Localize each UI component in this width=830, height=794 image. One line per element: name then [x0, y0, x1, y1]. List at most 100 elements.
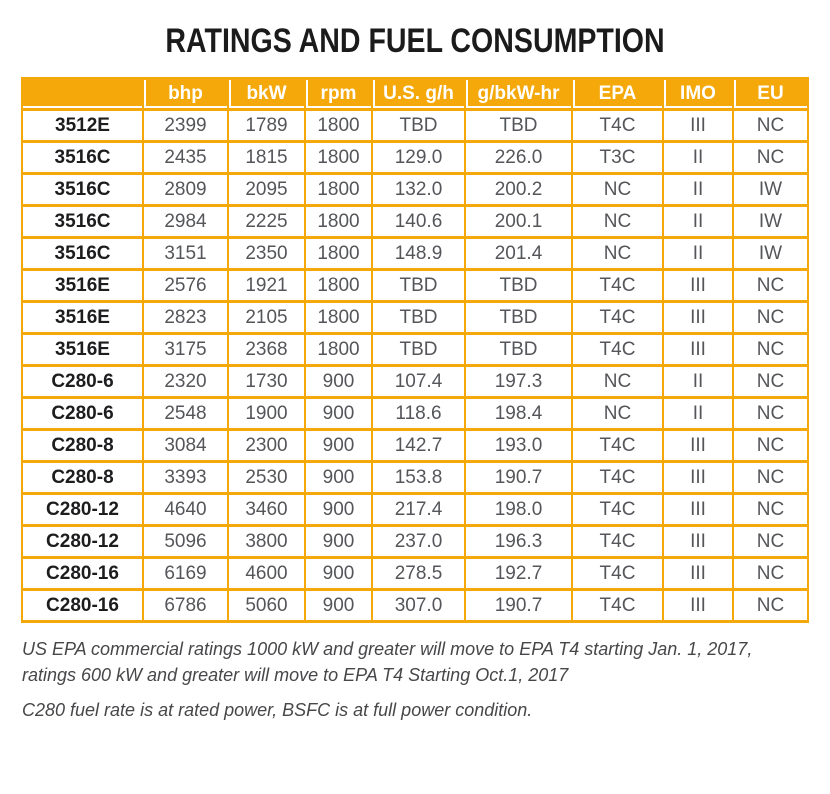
table-row: C280-16 6786 5060 900 307.0 190.7 T4C III NC	[21, 588, 809, 623]
value-cell: 2809	[142, 172, 229, 207]
value-cell: 2984	[142, 204, 229, 239]
value-cell: NC	[571, 236, 664, 271]
column-header: IMO	[662, 77, 734, 111]
model-cell: C280-12	[21, 524, 144, 559]
table-row: C280-8 3393 2530 900 153.8 190.7 T4C III NC	[21, 460, 809, 495]
value-cell: III	[662, 460, 734, 495]
value-cell: NC	[732, 108, 809, 143]
value-cell: III	[662, 268, 734, 303]
value-cell: 142.7	[371, 428, 466, 463]
table-row: 3516E 3175 2368 1800 TBD TBD T4C III NC	[21, 332, 809, 367]
value-cell: 1800	[304, 204, 373, 239]
value-cell: 200.1	[464, 204, 573, 239]
value-cell: NC	[732, 300, 809, 335]
value-cell: TBD	[464, 108, 573, 143]
value-cell: 3175	[142, 332, 229, 367]
value-cell: 1789	[227, 108, 306, 143]
value-cell: 3800	[227, 524, 306, 559]
value-cell: T4C	[571, 268, 664, 303]
table-row: 3516C 2984 2225 1800 140.6 200.1 NC II IW	[21, 204, 809, 239]
value-cell: 132.0	[371, 172, 466, 207]
model-cell: 3512E	[21, 108, 144, 143]
value-cell: III	[662, 556, 734, 591]
value-cell: II	[662, 396, 734, 431]
table-row: 3516C 3151 2350 1800 148.9 201.4 NC II IW	[21, 236, 809, 271]
value-cell: 129.0	[371, 140, 466, 175]
value-cell: 226.0	[464, 140, 573, 175]
value-cell: 1800	[304, 300, 373, 335]
value-cell: 2105	[227, 300, 306, 335]
value-cell: T4C	[571, 300, 664, 335]
model-cell: C280-8	[21, 428, 144, 463]
value-cell: 1921	[227, 268, 306, 303]
value-cell: III	[662, 332, 734, 367]
value-cell: 1800	[304, 268, 373, 303]
ratings-table: bhp bkW rpm U.S. g/h g/bkW-hr EPA IMO EU 3512E 2…	[21, 77, 809, 623]
table-row: C280-12 4640 3460 900 217.4 198.0 T4C III NC	[21, 492, 809, 527]
footnote-epa-ratings: US EPA commercial ratings 1000 kW and gr…	[22, 639, 753, 685]
value-cell: T4C	[571, 492, 664, 527]
value-cell: 278.5	[371, 556, 466, 591]
table-row: C280-16 6169 4600 900 278.5 192.7 T4C III NC	[21, 556, 809, 591]
table-row: C280-8 3084 2300 900 142.7 193.0 T4C III NC	[21, 428, 809, 463]
value-cell: 4640	[142, 492, 229, 527]
column-header: g/bkW-hr	[464, 77, 573, 111]
value-cell: TBD	[371, 108, 466, 143]
value-cell: 4600	[227, 556, 306, 591]
column-header: U.S. g/h	[371, 77, 466, 111]
model-cell: 3516E	[21, 300, 144, 335]
value-cell: T4C	[571, 524, 664, 559]
value-cell: III	[662, 108, 734, 143]
value-cell: NC	[732, 140, 809, 175]
value-cell: 2530	[227, 460, 306, 495]
value-cell: III	[662, 492, 734, 527]
value-cell: IW	[732, 172, 809, 207]
value-cell: 1730	[227, 364, 306, 399]
table-header: bhp bkW rpm U.S. g/h g/bkW-hr EPA IMO EU	[21, 77, 809, 111]
value-cell: NC	[732, 524, 809, 559]
value-cell: T4C	[571, 108, 664, 143]
value-cell: 1900	[227, 396, 306, 431]
model-cell: 3516C	[21, 236, 144, 271]
model-cell: C280-12	[21, 492, 144, 527]
value-cell: 2435	[142, 140, 229, 175]
value-cell: III	[662, 524, 734, 559]
value-cell: IW	[732, 204, 809, 239]
value-cell: TBD	[464, 300, 573, 335]
page: RATINGS AND FUEL CONSUMPTION bhp bkW rpm U.…	[0, 22, 830, 794]
footnote-c280-fuel-rate: C280 fuel rate is at rated power, BSFC i…	[22, 700, 533, 721]
value-cell: II	[662, 140, 734, 175]
value-cell: NC	[732, 556, 809, 591]
table-row: 3516E 2823 2105 1800 TBD TBD T4C III NC	[21, 300, 809, 335]
model-cell: C280-6	[21, 396, 144, 431]
value-cell: 5060	[227, 588, 306, 623]
page-title: RATINGS AND FUEL CONSUMPTION	[165, 22, 665, 60]
column-header: bkW	[227, 77, 306, 111]
value-cell: III	[662, 588, 734, 623]
value-cell: 198.4	[464, 396, 573, 431]
value-cell: 900	[304, 556, 373, 591]
value-cell: 2548	[142, 396, 229, 431]
value-cell: NC	[571, 204, 664, 239]
value-cell: NC	[571, 364, 664, 399]
value-cell: 900	[304, 492, 373, 527]
value-cell: II	[662, 236, 734, 271]
model-cell: C280-16	[21, 556, 144, 591]
value-cell: 307.0	[371, 588, 466, 623]
value-cell: 900	[304, 428, 373, 463]
value-cell: NC	[571, 396, 664, 431]
value-cell: T4C	[571, 588, 664, 623]
value-cell: T4C	[571, 556, 664, 591]
value-cell: 3084	[142, 428, 229, 463]
value-cell: 140.6	[371, 204, 466, 239]
value-cell: IW	[732, 236, 809, 271]
value-cell: 6169	[142, 556, 229, 591]
model-cell: 3516E	[21, 268, 144, 303]
value-cell: II	[662, 172, 734, 207]
value-cell: 197.3	[464, 364, 573, 399]
value-cell: 200.2	[464, 172, 573, 207]
value-cell: 2399	[142, 108, 229, 143]
value-cell: 2095	[227, 172, 306, 207]
value-cell: NC	[732, 364, 809, 399]
value-cell: 900	[304, 396, 373, 431]
